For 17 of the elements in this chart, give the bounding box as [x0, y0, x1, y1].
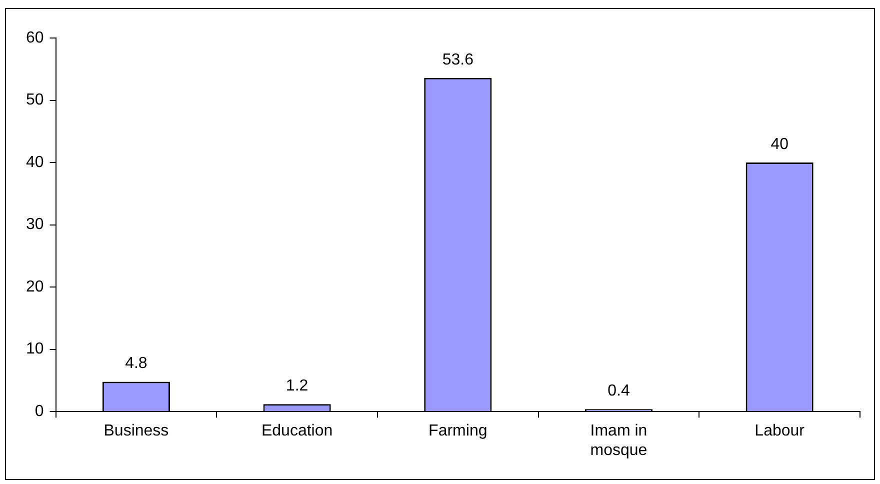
y-tick-label: 0 [34, 403, 44, 420]
x-tick-label: Farming [428, 422, 488, 440]
data-label: 53.6 [442, 51, 474, 68]
y-tick-label: 10 [26, 340, 44, 358]
y-tick-label: 50 [26, 92, 44, 109]
data-label: 40 [770, 136, 789, 153]
y-tick-label: 30 [26, 216, 44, 234]
x-tick-label: Labour [754, 422, 806, 440]
data-label: 0.4 [608, 382, 630, 400]
x-tick-label: Imam in mosque [590, 422, 648, 459]
data-label: 1.2 [286, 378, 308, 395]
x-tick-label: Education [261, 422, 333, 440]
y-tick-label: 20 [26, 278, 44, 296]
y-tick-label: 60 [26, 29, 44, 46]
y-tick-label: 40 [26, 154, 44, 171]
data-label: 4.8 [125, 355, 148, 372]
x-tick-label: Business [104, 422, 169, 440]
